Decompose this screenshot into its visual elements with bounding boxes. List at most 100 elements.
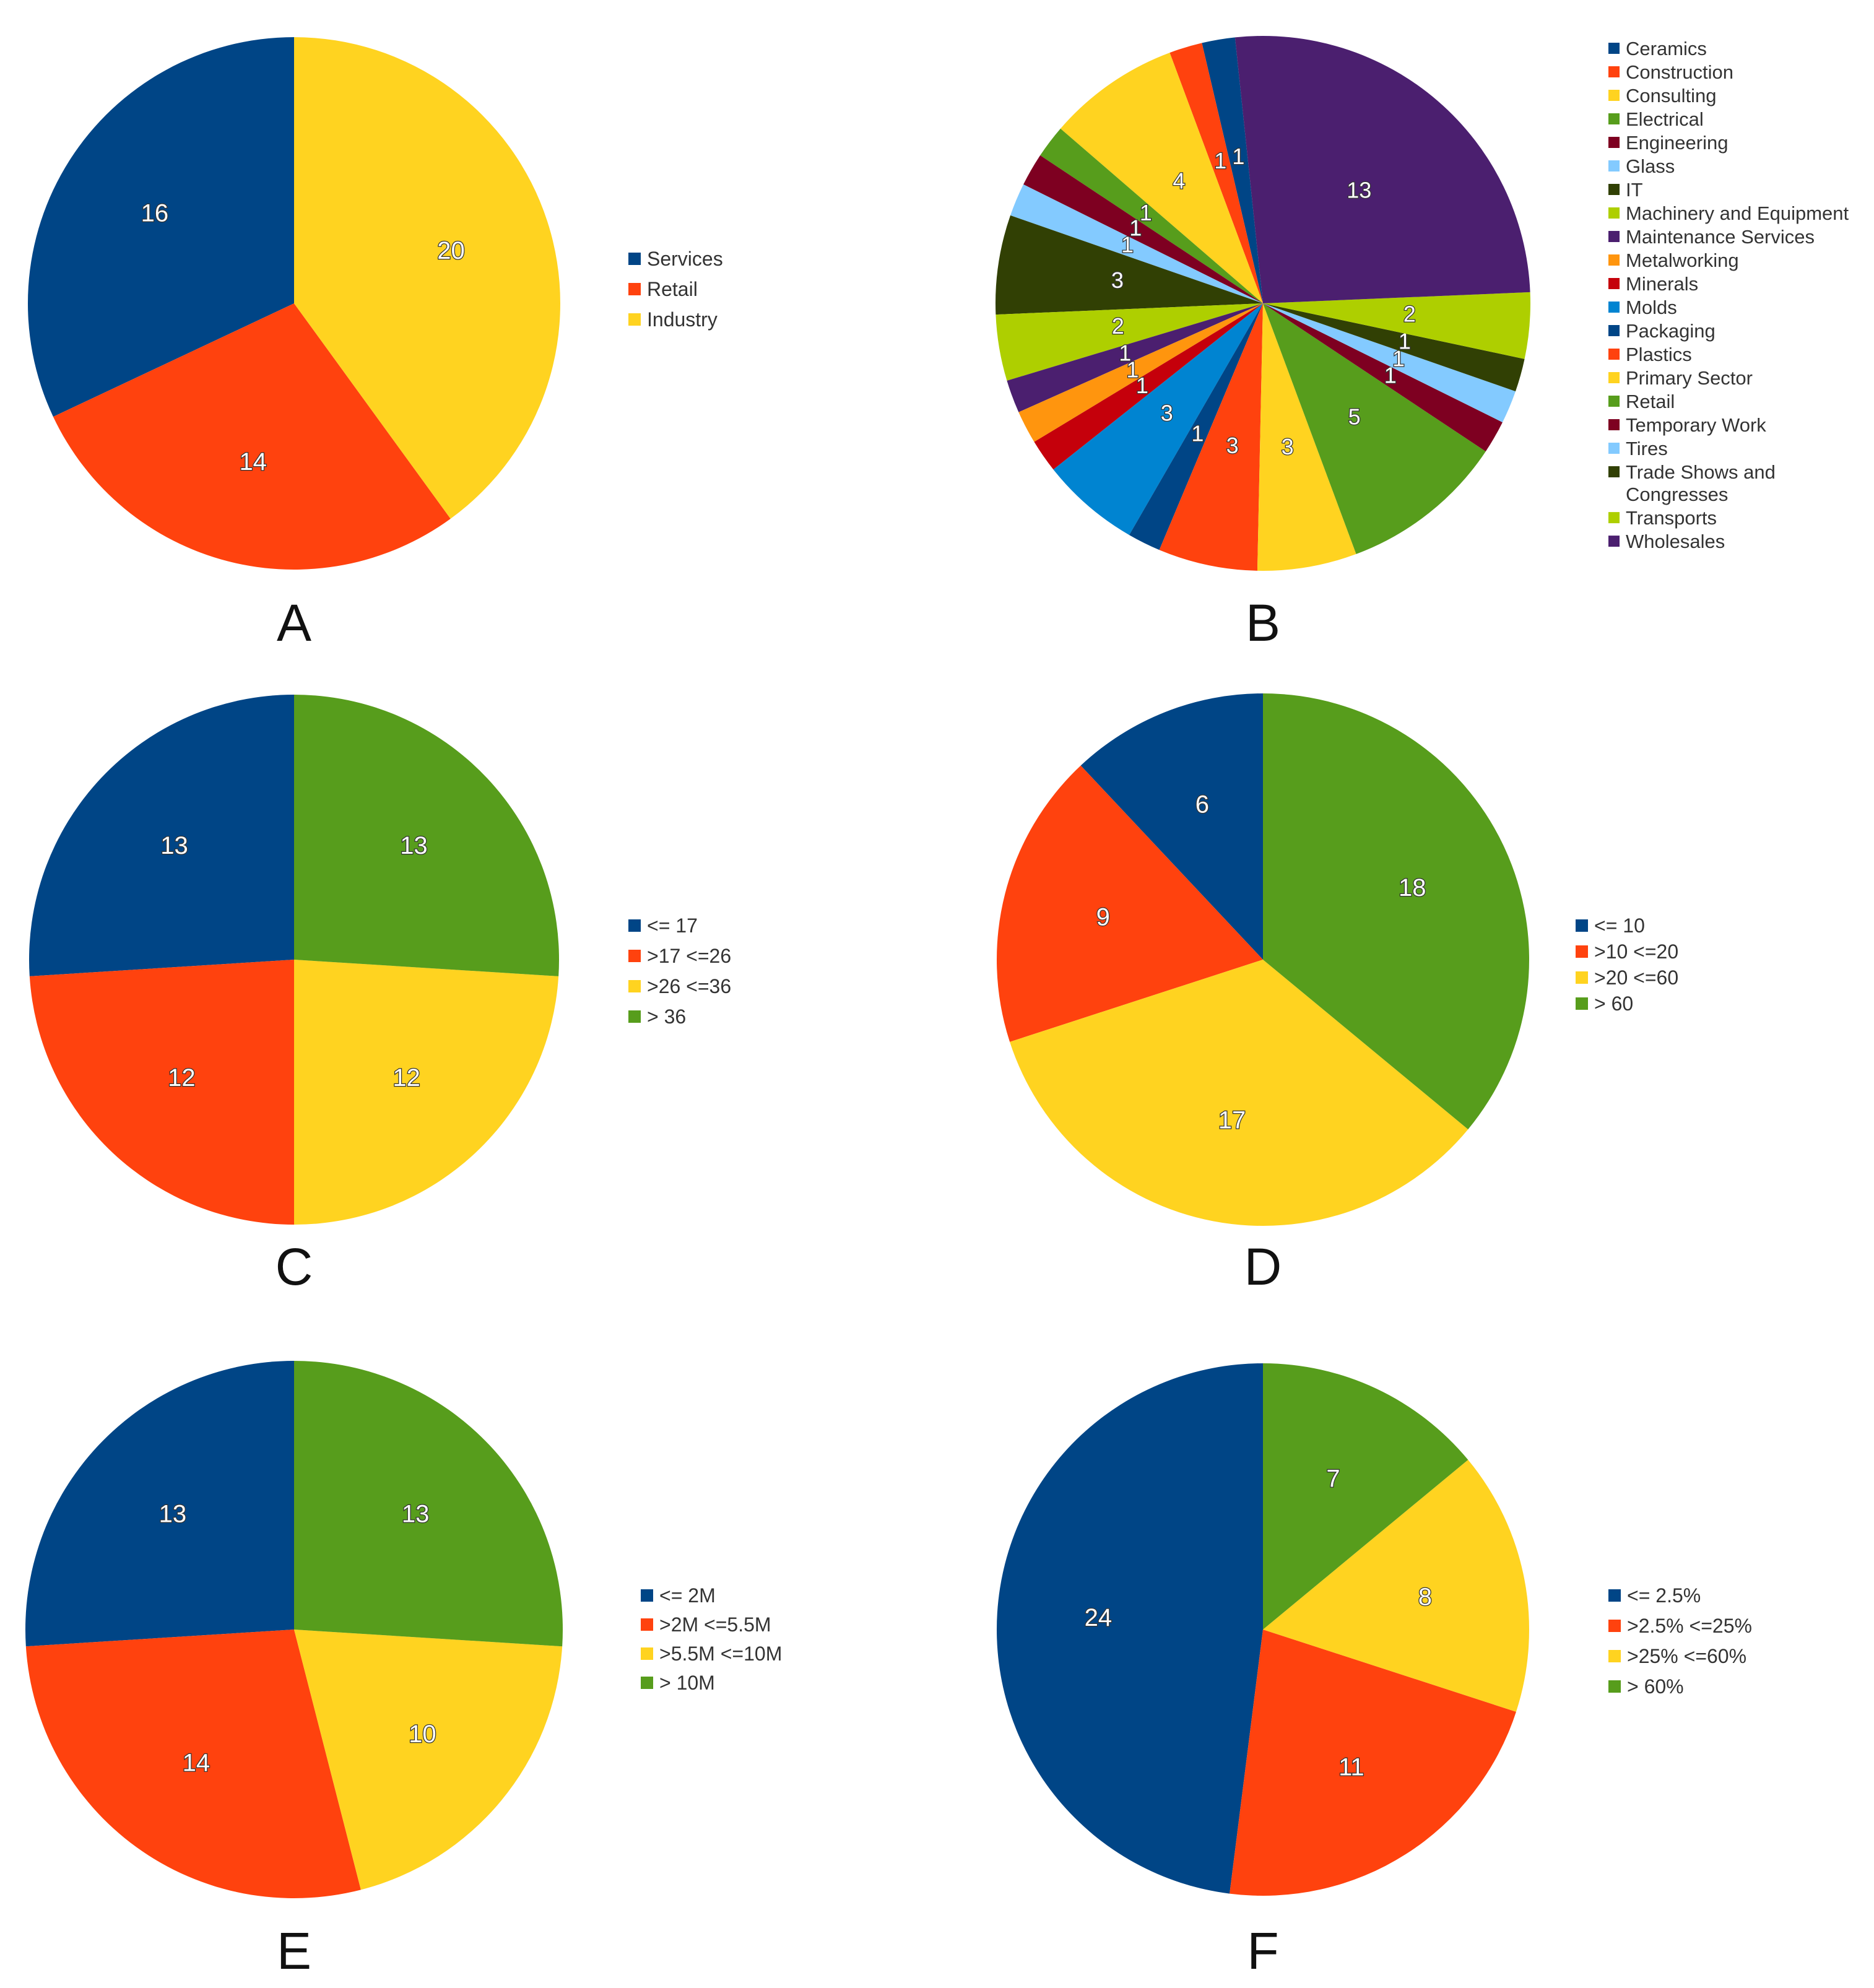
pie-slice-ceramics [1202, 37, 1263, 303]
pie-slice-primary-sector [1257, 303, 1356, 571]
legend-label: IT [1626, 179, 1643, 201]
pie-slice-industry [294, 37, 560, 519]
legend-label: Services [647, 248, 723, 270]
legend-label: Retail [1626, 391, 1675, 412]
pie-chart-e: 13 14 10 13 <= 2M >2M <=5.5M >5.5M <=10M > 10M E [25, 1361, 782, 1980]
data-label: 1 [1140, 200, 1152, 225]
data-label: 10 [409, 1721, 436, 1748]
pie-slice-consulting [1060, 53, 1263, 303]
legend-swatch [1608, 254, 1620, 266]
legend-label: <= 2M [659, 1584, 716, 1607]
legend-label: Plastics [1626, 344, 1692, 365]
data-label: 13 [402, 1500, 430, 1527]
pie-slice-2-5-25 [1230, 1630, 1516, 1896]
pie-slice-wholesales [1234, 35, 1530, 303]
pie-slice-engineering [1023, 155, 1263, 303]
data-label: 13 [159, 1500, 187, 1527]
chart-caption: D [1244, 1238, 1282, 1296]
legend-label: Maintenance Services [1626, 226, 1815, 248]
pie-slice-retail [1263, 303, 1486, 554]
pie-slice-retail [53, 303, 451, 570]
data-label: 2 [1112, 313, 1124, 339]
legend-label: Consulting [1626, 85, 1716, 106]
legend-label: Packaging [1626, 320, 1716, 342]
data-label: 13 [160, 832, 188, 859]
legend-label: Construction [1626, 61, 1733, 83]
pie-slice-glass [1010, 184, 1263, 303]
data-label: 1 [1399, 328, 1411, 354]
pie-slice-10 [1080, 693, 1263, 960]
data-label: 16 [141, 200, 169, 227]
data-label: 4 [1173, 168, 1185, 193]
legend-swatch [1608, 536, 1620, 547]
legend: <= 2M >2M <=5.5M >5.5M <=10M > 10M [641, 1584, 782, 1694]
chart-caption: A [277, 594, 311, 652]
pie-slice-60 [1263, 693, 1529, 1130]
legend-swatch [1608, 512, 1620, 524]
pie-slice-electrical [1040, 128, 1263, 304]
legend: Services Retail Industry [628, 248, 723, 331]
chart-caption: C [275, 1238, 313, 1296]
legend-label: Glass [1626, 155, 1675, 177]
legend-label: >17 <=26 [647, 945, 731, 967]
data-label: 1 [1384, 362, 1397, 388]
legend-label: > 36 [647, 1005, 686, 1028]
pie-slice-trade-shows-and-congresses [1263, 303, 1525, 392]
pie-slice-17 [29, 695, 294, 976]
legend-swatch [1608, 1650, 1621, 1662]
chart-caption: E [277, 1922, 311, 1980]
data-label: 1 [1121, 232, 1134, 257]
legend-swatch [641, 1589, 653, 1602]
legend-label: >26 <=36 [647, 975, 731, 997]
pie-slice-construction [1169, 43, 1263, 304]
legend-swatch [1608, 466, 1620, 477]
data-label: 1 [1129, 215, 1142, 241]
data-label: 1 [1191, 420, 1204, 446]
pie-slice-temporary-work [1263, 303, 1503, 452]
legend-swatch [641, 1677, 653, 1689]
legend-label: Metalworking [1626, 250, 1739, 271]
legend-label: >10 <=20 [1594, 940, 1678, 963]
pie-slice-36 [294, 695, 560, 976]
legend-label: >25% <=60% [1627, 1645, 1746, 1667]
pie-chart-f: 24 11 8 7 <= 2.5% >2.5% <=25% >25% <=60% > 60% F [996, 1363, 1752, 1980]
pie-slice-20-60 [1010, 960, 1468, 1226]
legend-swatch [628, 950, 641, 962]
legend-label: Wholesales [1626, 531, 1725, 552]
pie-slice-2m-5-5m [25, 1630, 361, 1898]
legend-swatch [628, 919, 641, 932]
data-label: 20 [437, 237, 465, 264]
pie-slice-plastics [1159, 303, 1263, 571]
legend: <= 2.5% >2.5% <=25% >25% <=60% > 60% [1608, 1584, 1752, 1698]
legend-swatch [628, 283, 641, 295]
legend-label: >20 <=60 [1594, 966, 1678, 989]
legend-swatch [641, 1618, 653, 1631]
pie-slice-transports [1263, 292, 1530, 359]
legend-label: > 60 [1594, 992, 1633, 1015]
pie-slice-maintenance-services [1007, 303, 1263, 412]
legend-label: Electrical [1626, 108, 1704, 130]
legend-swatch [1608, 1589, 1621, 1602]
legend-swatch [1608, 1620, 1621, 1632]
pie-slice-machinery-and-equipment [996, 303, 1263, 381]
data-label: 1 [1214, 148, 1226, 173]
legend-swatch [1608, 396, 1620, 407]
legend-label: > 10M [659, 1672, 715, 1694]
legend-label: Engineering [1626, 132, 1728, 154]
data-label: 3 [1282, 434, 1294, 459]
legend-label: Congresses [1626, 484, 1728, 505]
legend-swatch [1608, 1680, 1621, 1693]
pie-slice-packaging [1129, 303, 1263, 550]
data-label: 3 [1111, 267, 1124, 293]
pie-chart-c: 13 12 12 13 <= 17 >17 <=26 >26 <=36 > 36 C [29, 695, 731, 1296]
legend-swatch [1608, 184, 1620, 195]
legend-label: Machinery and Equipment [1626, 202, 1849, 224]
legend-label: Retail [647, 278, 698, 300]
pie-slice-17-26 [29, 960, 295, 1225]
data-label: 6 [1195, 791, 1209, 818]
legend-swatch [628, 1010, 641, 1023]
data-label: 11 [1338, 1754, 1364, 1781]
pie-slice-it [996, 215, 1263, 315]
legend-label: Temporary Work [1626, 414, 1766, 436]
